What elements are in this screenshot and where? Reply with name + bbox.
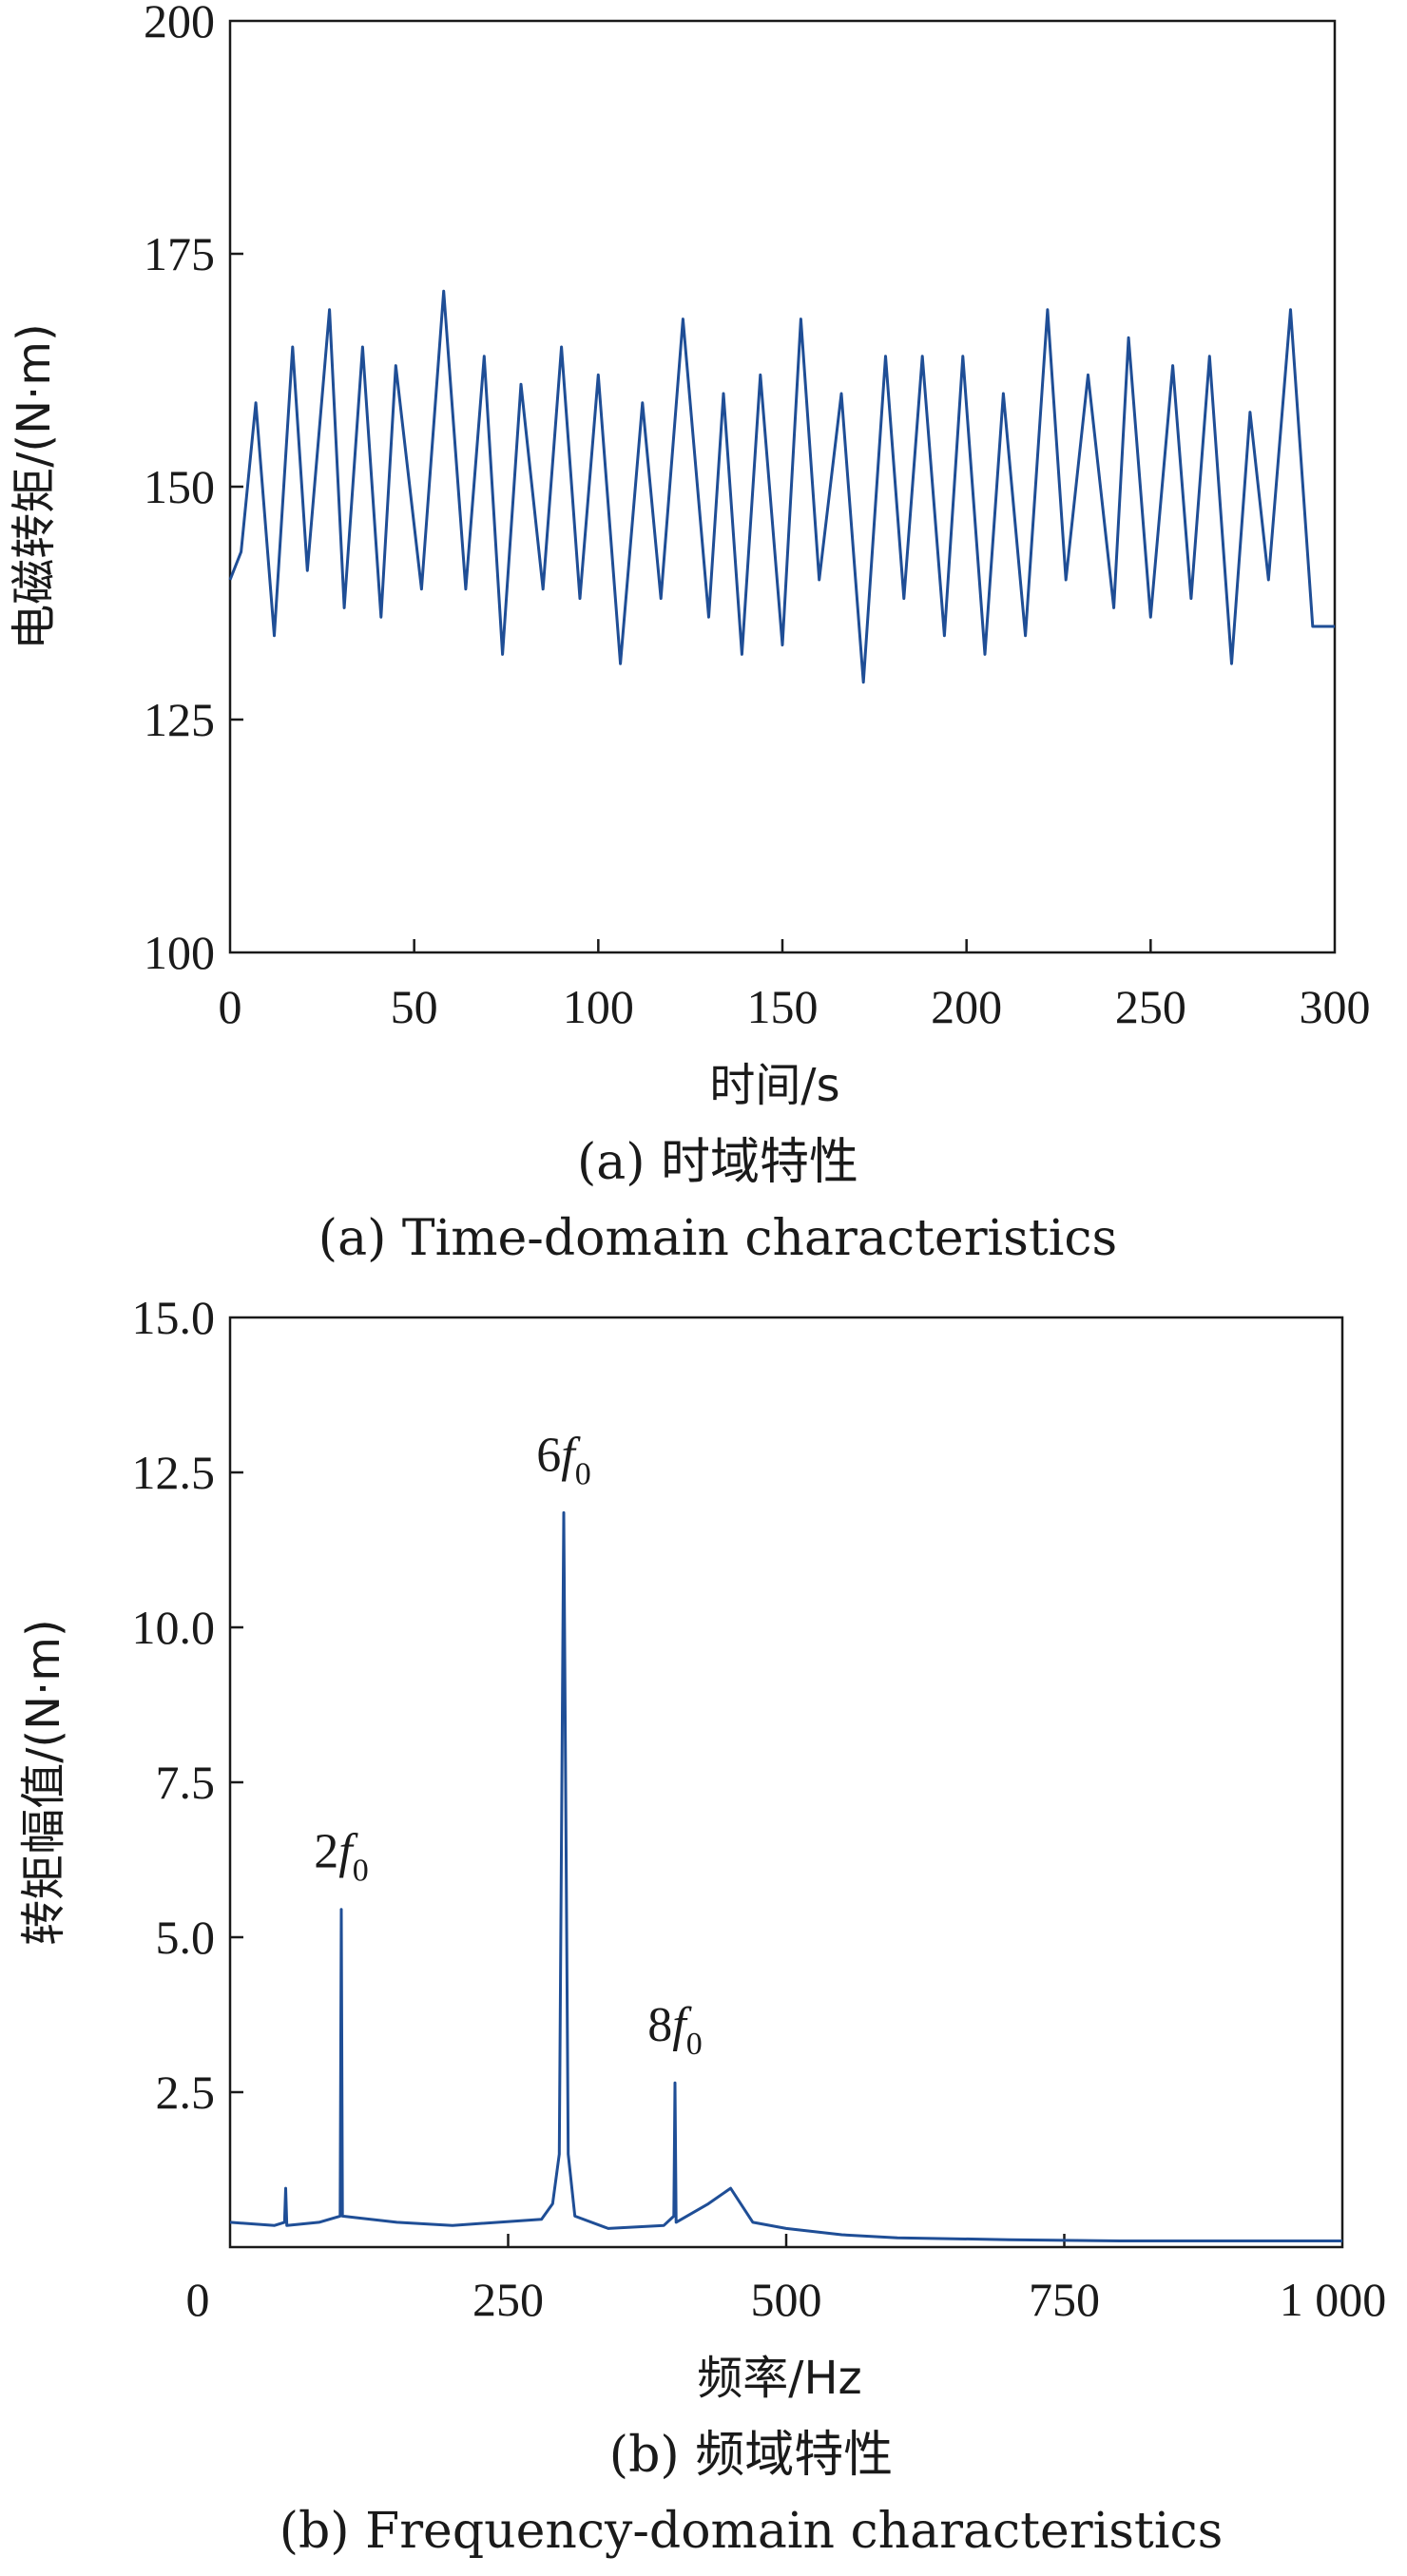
frequency-domain-y-tick-label: 15.0 xyxy=(132,1291,216,1344)
time-domain-torque-series xyxy=(228,289,1335,684)
frequency-domain-y-tick-label: 12.5 xyxy=(132,1446,216,1499)
frequency-domain-x-ticks: 0 250 500 750 1 000 xyxy=(186,2234,1387,2326)
time-domain-y-tick-label: 125 xyxy=(144,693,215,746)
time-domain-x-ticks: 0 50 100 150 200 250 300 xyxy=(219,939,1371,1033)
time-domain-y-ticks: 100 125 150 175 200 xyxy=(144,0,243,979)
frequency-domain-x-tick-label: 0 xyxy=(186,2273,210,2326)
frequency-domain-y-tick-label: 2.5 xyxy=(156,2066,216,2119)
time-domain-caption-cn: (a) 时域特性 xyxy=(577,1134,858,1191)
frequency-domain-x-tick-label: 750 xyxy=(1029,2273,1100,2326)
peak-label-2f0: 2f0 xyxy=(314,1825,368,1889)
time-domain-plot-frame xyxy=(228,19,1337,954)
frequency-domain-y-axis-title: 转矩幅值/(N·m) xyxy=(17,1619,70,1946)
time-domain-x-tick-label: 200 xyxy=(931,980,1002,1033)
frequency-domain-panel: 2.5 5.0 7.5 10.0 12.5 15.0 0 250 500 750 1 000 2f… xyxy=(17,1291,1386,2560)
time-domain-y-tick-label: 200 xyxy=(144,0,215,48)
time-domain-y-tick-label: 150 xyxy=(144,460,215,513)
time-domain-x-tick-label: 0 xyxy=(219,980,242,1033)
time-domain-x-axis-title: 时间/s xyxy=(709,1059,839,1112)
time-domain-x-tick-label: 100 xyxy=(563,980,634,1033)
frequency-domain-y-tick-label: 7.5 xyxy=(156,1756,216,1809)
time-domain-x-tick-label: 50 xyxy=(391,980,438,1033)
frequency-domain-caption-cn: (b) 频域特性 xyxy=(609,2427,893,2484)
peak-label-8f0: 8f0 xyxy=(647,1998,702,2062)
frequency-domain-x-axis-title: 频率/Hz xyxy=(697,2352,861,2405)
frequency-domain-peak-labels: 2f0 6f0 8f0 xyxy=(314,1428,702,2062)
frequency-domain-x-tick-label: 500 xyxy=(751,2273,822,2326)
frequency-domain-plot-frame xyxy=(228,1316,1344,2249)
time-domain-y-tick-label: 100 xyxy=(144,926,215,979)
peak-label-6f0: 6f0 xyxy=(536,1428,590,1491)
frequency-domain-x-tick-label: 1 000 xyxy=(1280,2273,1387,2326)
frequency-domain-y-tick-label: 10.0 xyxy=(132,1601,216,1654)
time-domain-x-tick-label: 150 xyxy=(747,980,819,1033)
time-domain-x-tick-label: 250 xyxy=(1115,980,1186,1033)
frequency-domain-caption-en: (b) Frequency-domain characteristics xyxy=(279,2503,1224,2560)
time-domain-y-tick-label: 175 xyxy=(144,227,215,280)
time-domain-caption-en: (a) Time-domain characteristics xyxy=(318,1210,1117,1267)
frequency-domain-x-tick-label: 250 xyxy=(472,2273,544,2326)
frequency-domain-spectrum-series xyxy=(229,1510,1342,2242)
time-domain-x-tick-label: 300 xyxy=(1300,980,1371,1033)
frequency-domain-y-ticks: 2.5 5.0 7.5 10.0 12.5 15.0 xyxy=(132,1291,243,2119)
frequency-domain-y-tick-label: 5.0 xyxy=(156,1911,216,1964)
time-domain-y-axis-title: 电磁转矩/(N·m) xyxy=(8,323,61,650)
